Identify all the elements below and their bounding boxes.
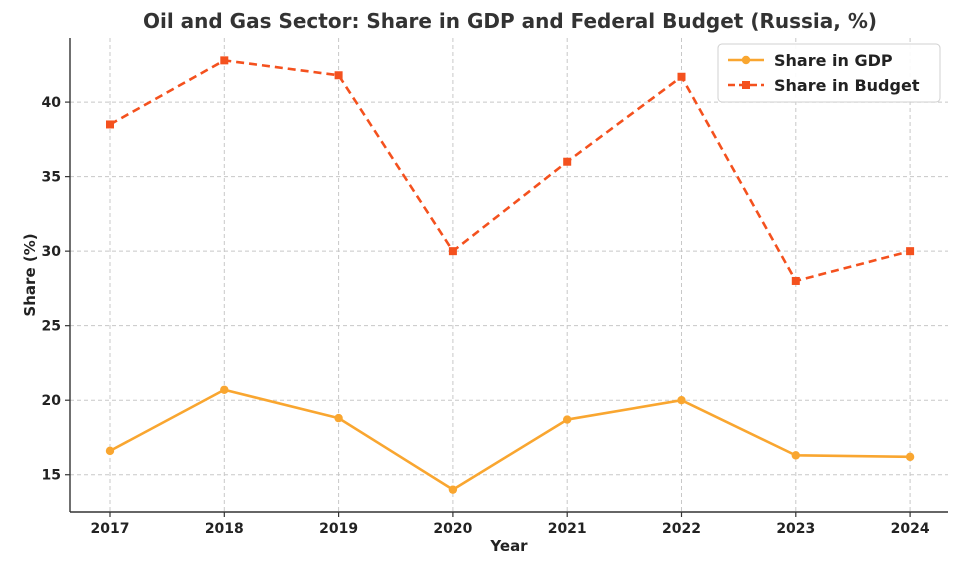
share-in-gdp-point: [220, 385, 229, 394]
share-in-budget-point: [334, 71, 343, 80]
axes: [69, 38, 948, 513]
legend-label-share-in-gdp: Share in GDP: [774, 51, 893, 70]
share-in-budget-point: [563, 157, 572, 166]
share-in-gdp-point: [334, 413, 343, 423]
x-tick-label: 2020: [433, 521, 472, 537]
y-tick-label: 40: [42, 95, 62, 111]
y-tick-label: 20: [42, 393, 62, 409]
x-tick-label: 2024: [891, 521, 930, 537]
share-in-budget-point: [677, 72, 686, 81]
legend-label-share-in-budget: Share in Budget: [774, 76, 920, 95]
legend-box: [717, 43, 941, 103]
share-in-gdp-point: [105, 446, 115, 456]
y-axis-label: Share (%): [21, 233, 39, 316]
grid: [70, 38, 948, 512]
y-tick-label: 35: [42, 170, 61, 186]
x-tick-label: 2022: [662, 521, 701, 537]
series: [105, 56, 915, 494]
y-tick-label: 30: [42, 244, 62, 260]
share-in-gdp-point: [791, 451, 800, 460]
y-tick-label: 25: [42, 319, 61, 335]
x-tick-label: 2023: [776, 521, 815, 537]
share-in-budget-point: [906, 247, 915, 256]
x-tick-label: 2019: [319, 521, 358, 537]
legend-marker-share-in-budget: [742, 81, 750, 89]
share-in-gdp-point: [563, 415, 572, 424]
share-in-gdp-point: [677, 396, 686, 405]
share-in-budget-point: [448, 247, 457, 256]
share-in-budget-point: [220, 56, 229, 65]
legend-marker-share-in-gdp: [741, 55, 751, 65]
ticks: 2017 2018 2019 2020 2021 2022 2023 2024 15 20 25 30…: [42, 95, 930, 537]
y-tick-label: 15: [42, 468, 61, 484]
share-in-gdp-point: [448, 485, 458, 494]
share-in-gdp-point: [905, 452, 915, 462]
share-in-budget-line: [109, 59, 911, 283]
x-tick-label: 2021: [548, 521, 587, 537]
x-axis-label: Year: [489, 537, 528, 555]
chart-title: Oil and Gas Sector: Share in GDP and Fed…: [143, 9, 877, 33]
share-in-budget-point: [791, 276, 800, 285]
share-in-gdp-line: [109, 388, 911, 491]
share-in-budget-point: [106, 120, 114, 129]
x-tick-label: 2018: [205, 521, 244, 537]
x-tick-label: 2017: [91, 521, 130, 537]
legend: Share in GDP Share in Budget: [717, 43, 941, 103]
